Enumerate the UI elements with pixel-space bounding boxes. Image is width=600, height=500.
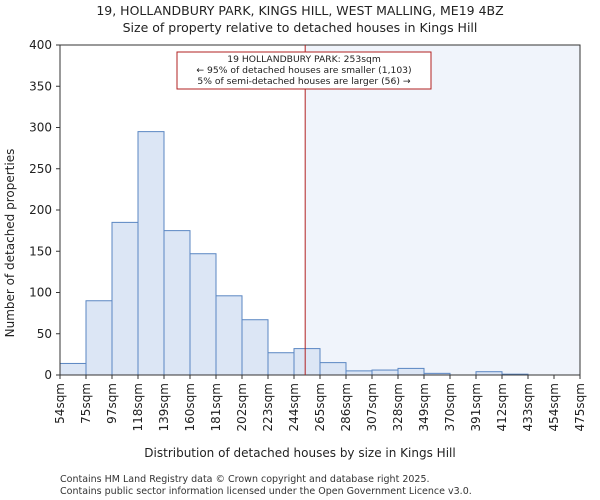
x-tick-label: 475sqm — [573, 383, 587, 431]
bar-118sqm — [137, 131, 165, 376]
bar-97sqm — [111, 221, 139, 376]
x-tick-label: 244sqm — [287, 383, 301, 431]
bar-244sqm — [293, 348, 321, 376]
y-tick-label: 150 — [29, 244, 52, 258]
y-tick-label: 250 — [29, 162, 52, 176]
chart-title: 19, HOLLANDBURY PARK, KINGS HILL, WEST M… — [96, 3, 503, 18]
x-tick-label: 412sqm — [495, 383, 509, 431]
bar-328sqm — [397, 367, 425, 376]
annotation-border — [176, 51, 432, 90]
bar-181sqm — [215, 295, 243, 376]
x-tick-label: 391sqm — [469, 383, 483, 431]
x-tick-label: 202sqm — [235, 383, 249, 431]
x-tick-label: 349sqm — [417, 383, 431, 431]
bar-223sqm — [267, 352, 295, 376]
y-axis-label: Number of detached properties — [3, 149, 17, 338]
y-tick-label: 350 — [29, 79, 52, 93]
bar-75sqm — [85, 300, 113, 376]
x-tick-label: 454sqm — [547, 383, 561, 431]
larger-properties-region — [305, 45, 580, 375]
x-tick-label: 433sqm — [521, 383, 535, 431]
footer-line-2: Contains public sector information licen… — [60, 486, 472, 497]
x-tick-label: 223sqm — [261, 383, 275, 431]
x-axis-label: Distribution of detached houses by size … — [144, 446, 455, 460]
plot-frame — [59, 44, 581, 376]
annotation-line-2: ← 95% of detached houses are smaller (1,… — [196, 65, 411, 76]
annotation-line-3: 5% of semi-detached houses are larger (5… — [197, 76, 410, 87]
y-tick-label: 50 — [37, 327, 52, 341]
annotation-line-1: 19 HOLLANDBURY PARK: 253sqm — [227, 54, 381, 65]
annotation-box: 19 HOLLANDBURY PARK: 253sqm ← 95% of det… — [176, 51, 432, 90]
bar-139sqm — [163, 230, 191, 376]
x-tick-label: 286sqm — [339, 383, 353, 431]
y-tick-label: 0 — [44, 368, 52, 382]
bar-54sqm — [59, 362, 87, 376]
x-tick-label: 181sqm — [209, 383, 223, 431]
x-tick-label: 54sqm — [53, 383, 67, 424]
bar-307sqm — [371, 369, 399, 376]
chart-subtitle: Size of property relative to detached ho… — [123, 20, 478, 35]
bar-202sqm — [241, 319, 269, 376]
y-tick-label: 100 — [29, 286, 52, 300]
x-tick-label: 265sqm — [313, 383, 327, 431]
footer-line-1: Contains HM Land Registry data © Crown c… — [60, 474, 430, 485]
x-tick-label: 97sqm — [105, 383, 119, 424]
bar-160sqm — [189, 253, 217, 376]
x-tick-label: 75sqm — [79, 383, 93, 424]
x-tick-label: 328sqm — [391, 383, 405, 431]
bar-265sqm — [319, 362, 347, 376]
x-tick-label: 139sqm — [157, 383, 171, 431]
y-tick-label: 300 — [29, 121, 52, 135]
x-tick-label: 118sqm — [131, 383, 145, 431]
y-tick-label: 400 — [29, 38, 52, 52]
x-tick-label: 370sqm — [443, 383, 457, 431]
bar-286sqm — [345, 370, 373, 376]
x-tick-label: 160sqm — [183, 383, 197, 431]
y-tick-label: 200 — [29, 203, 52, 217]
x-tick-label: 307sqm — [365, 383, 379, 431]
